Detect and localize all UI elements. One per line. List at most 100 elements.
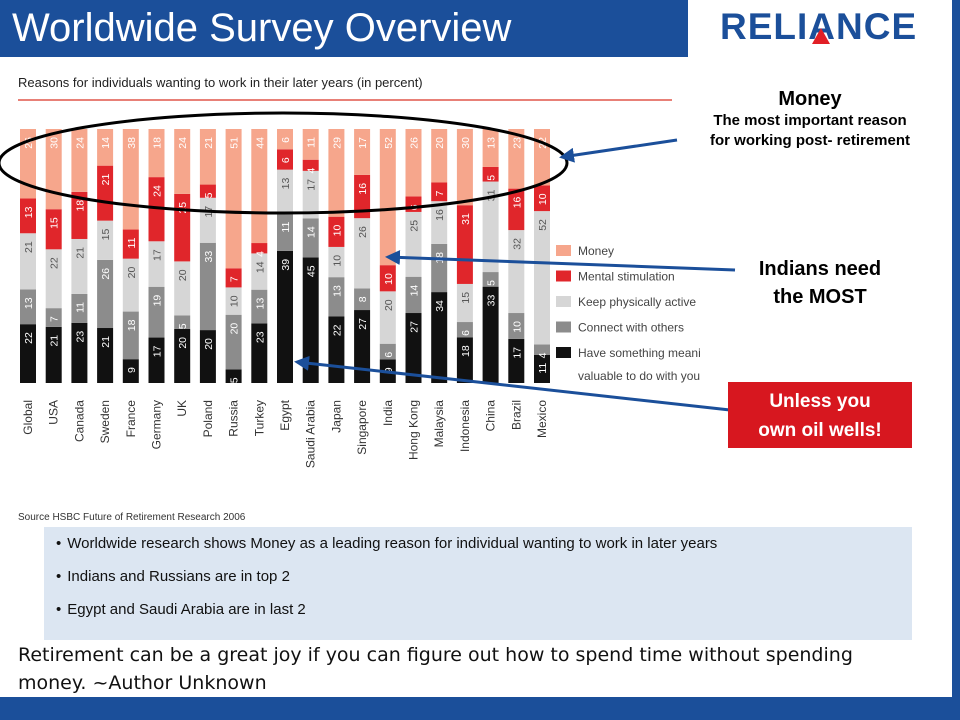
bar-segment — [431, 182, 448, 202]
bar-value-label: 20 — [383, 299, 395, 311]
bar-segment — [379, 129, 396, 266]
bar-value-label: 34 — [434, 300, 446, 312]
bar-segment — [225, 129, 242, 269]
bar-segment — [251, 289, 268, 324]
reliance-logo: RELIANCE — [688, 0, 952, 57]
bar-segment — [431, 129, 448, 183]
x-tick-label: Brazil — [509, 400, 523, 430]
bar-value-label: 52 — [537, 219, 549, 231]
bar-segment — [199, 129, 216, 185]
bar-value-label: 33 — [203, 251, 215, 263]
bar-segment — [71, 191, 88, 239]
oil-callout-line1: Unless you — [769, 391, 871, 412]
bar-value-label: 31 — [460, 213, 472, 225]
legend-label: Keep physically active — [578, 295, 696, 309]
india-callout: Indians need the MOST — [720, 255, 920, 311]
bar-value-label: 17 — [152, 345, 164, 357]
bar-segment — [302, 218, 319, 258]
bar-segment — [379, 291, 396, 344]
bar-segment — [97, 220, 114, 260]
bar-segment — [20, 129, 36, 199]
bar-segment — [174, 315, 191, 329]
bar-value-label: 30 — [49, 137, 61, 149]
bar-value-label: 5 — [486, 175, 498, 181]
legend-swatch — [556, 296, 571, 307]
bar-segment — [20, 289, 36, 325]
bar-value-label: 10 — [537, 193, 549, 205]
bar-segment — [199, 330, 216, 383]
x-tick-label: Hong Kong — [407, 400, 421, 460]
bar-segment — [97, 328, 114, 383]
bar-segment — [122, 258, 139, 312]
bar-value-label: 20 — [177, 337, 189, 349]
bar-value-label: 13 — [331, 285, 343, 297]
bar-value-label: 5 — [229, 377, 241, 383]
bar-value-label: 21 — [74, 247, 86, 259]
bar-segment — [148, 337, 165, 383]
money-callout-title: Money — [778, 88, 842, 110]
chart-source: Source HSBC Future of Retirement Researc… — [18, 512, 246, 523]
bar-value-label: 17 — [511, 347, 523, 359]
bar-value-label: 26 — [409, 137, 421, 149]
bar-value-label: 52 — [383, 137, 395, 149]
legend-label: Money — [578, 244, 614, 258]
bar-value-label: 26 — [23, 137, 35, 149]
x-tick-label: Singapore — [355, 400, 369, 455]
bar-segment — [302, 170, 319, 219]
bar-value-label: 31 — [486, 189, 498, 201]
legend-label: Have something meaningful / — [578, 346, 700, 360]
bar-value-label: 10 — [331, 225, 343, 237]
bar-segment — [71, 238, 88, 294]
bar-value-label: 21 — [100, 336, 112, 348]
bar-value-label: 13 — [280, 177, 292, 189]
bar-segment — [148, 129, 165, 178]
bar-value-label: 18 — [434, 252, 446, 264]
legend-swatch — [556, 347, 571, 358]
bar-segment — [328, 216, 345, 247]
legend-label: valuable to do with your time — [578, 369, 700, 383]
bar-value-label: 30 — [460, 137, 472, 149]
bar-value-label: 21 — [203, 137, 215, 149]
bar-value-label: 11 — [126, 237, 138, 248]
x-tick-label: China — [484, 400, 498, 432]
bar-segment — [71, 322, 88, 383]
bar-value-label: 20 — [177, 269, 189, 281]
bar-segment — [199, 184, 216, 198]
bar-value-label: 10 — [331, 255, 343, 267]
bar-value-label: 6 — [280, 157, 292, 163]
bar-segment — [482, 272, 499, 287]
bar-segment — [251, 129, 268, 244]
bar-segment — [199, 197, 216, 243]
bar-segment — [354, 288, 371, 311]
bar-value-label: 21 — [49, 335, 61, 347]
bar-segment — [354, 129, 371, 175]
bar-value-label: 9 — [126, 367, 138, 373]
bar-value-label: 26 — [357, 226, 369, 238]
bar-value-label: 13 — [486, 137, 498, 149]
bar-value-label: 7 — [434, 190, 446, 196]
bar-value-label: 20 — [126, 266, 138, 278]
bar-segment — [97, 259, 114, 329]
bar-value-label: 5 — [486, 280, 498, 286]
bar-segment — [20, 233, 36, 290]
bar-segment — [456, 283, 473, 323]
note-item: Worldwide research shows Money as a lead… — [56, 527, 912, 560]
bar-segment — [508, 129, 525, 189]
bar-value-label: 20 — [434, 137, 446, 149]
bar-segment — [148, 286, 165, 338]
bar-segment — [45, 249, 62, 309]
bar-value-label: 16 — [434, 209, 446, 221]
bar-segment — [251, 323, 268, 383]
bar-segment — [405, 129, 422, 197]
bar-value-label: 4 — [537, 352, 549, 358]
logo-triangle-icon — [812, 28, 830, 44]
quote-line1: Retirement can be a great joy if you can… — [18, 644, 853, 666]
oil-callout-line2: own oil wells! — [758, 420, 882, 441]
bar-value-label: 10 — [383, 273, 395, 285]
bar-value-label: 14 — [409, 285, 421, 297]
bar-value-label: 14 — [100, 137, 112, 149]
legend-swatch — [556, 245, 571, 256]
stacked-bar-chart: Reasons for individuals wanting to work … — [0, 75, 700, 523]
bar-value-label: 39 — [280, 259, 292, 271]
india-callout-line2: the MOST — [773, 286, 867, 308]
